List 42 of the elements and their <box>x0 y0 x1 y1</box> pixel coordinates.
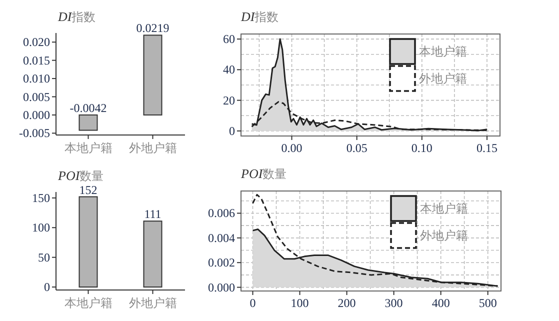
legend-label: 本地户籍 <box>420 202 468 216</box>
x-tick-label: 外地户籍 <box>128 141 177 155</box>
chart-title: POI数量 <box>57 168 104 183</box>
y-tick-label: 0.000 <box>208 280 235 294</box>
x-tick-label: 200 <box>338 296 356 310</box>
x-tick-label: 0.05 <box>346 141 368 155</box>
y-tick-label: 40 <box>223 62 235 77</box>
x-tick-label: 500 <box>478 296 497 310</box>
x-tick-label: 0.00 <box>281 141 302 155</box>
x-tick-label: 300 <box>384 296 403 310</box>
x-tick-label: 400 <box>432 296 450 310</box>
y-tick-label: 60 <box>223 32 235 46</box>
x-tick-label: 0.15 <box>476 141 498 155</box>
y-tick-label: 100 <box>32 220 50 235</box>
x-tick-label: 本地户籍 <box>64 141 112 155</box>
y-tick-label: 50 <box>38 250 50 264</box>
y-tick-label: 150 <box>32 190 50 205</box>
y-tick-label: 0 <box>229 124 235 138</box>
chart-title: POI数量 <box>240 166 287 181</box>
data-label: 0.0219 <box>136 21 170 36</box>
chart-title: DI指数 <box>57 9 96 24</box>
y-tick-label: 0.020 <box>23 35 50 50</box>
y-tick-label: 0.002 <box>208 256 235 270</box>
y-tick-label: 0.004 <box>208 230 235 245</box>
y-tick-label: 0.005 <box>23 90 50 104</box>
chart-title: DI指数 <box>240 9 279 24</box>
y-tick-label: 0 <box>44 280 50 294</box>
y-tick-label: 0.015 <box>23 53 50 68</box>
data-label: -0.0042 <box>70 100 107 115</box>
y-tick-label: 0.010 <box>23 72 50 86</box>
x-tick-label: 外地户籍 <box>128 296 177 310</box>
y-tick-label: 0.006 <box>208 206 235 220</box>
x-tick-label: 100 <box>290 296 309 310</box>
y-tick-label: 20 <box>223 93 235 108</box>
x-tick-label: 0 <box>250 296 256 310</box>
data-label: 152 <box>79 182 98 197</box>
y-tick-label: 0.000 <box>23 108 50 122</box>
x-tick-label: 本地户籍 <box>64 296 112 310</box>
y-tick-label: -0.005 <box>19 126 50 140</box>
data-label: 111 <box>144 207 162 222</box>
legend-label: 外地户籍 <box>419 72 467 86</box>
x-tick-label: 0.10 <box>411 141 432 155</box>
